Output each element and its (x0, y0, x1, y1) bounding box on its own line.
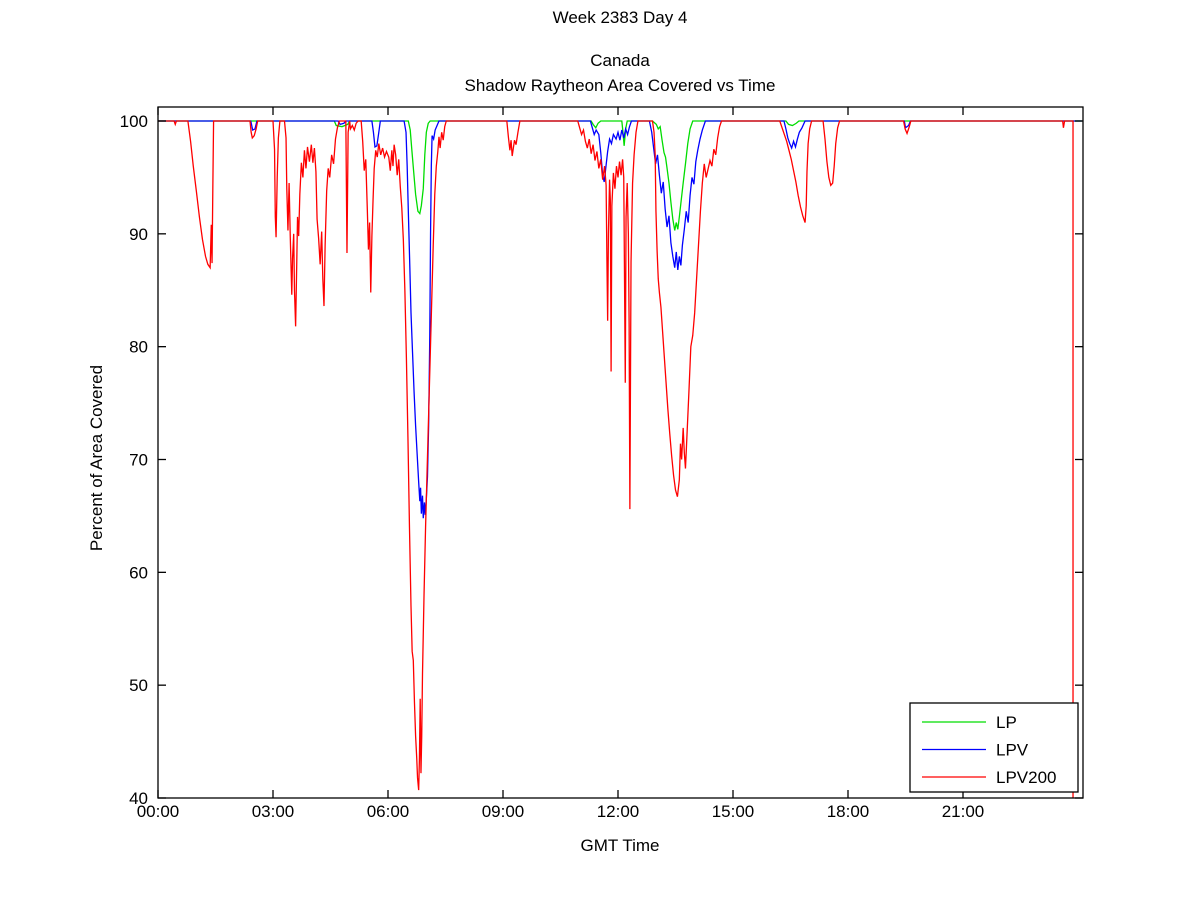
chart-title-line2: Shadow Raytheon Area Covered vs Time (464, 76, 776, 95)
legend-label-lpv200: LPV200 (996, 768, 1057, 787)
y-axis-tick-label: 80 (129, 338, 148, 357)
legend-label-lp: LP (996, 713, 1017, 732)
legend-entry: LPV (922, 740, 1029, 759)
x-axis-tick-label: 06:00 (367, 802, 410, 821)
x-axis-tick-label: 00:00 (137, 802, 180, 821)
series-group (158, 120, 1082, 798)
legend-label-lpv: LPV (996, 740, 1029, 759)
x-axis-tick-label: 15:00 (712, 802, 755, 821)
y-axis-tick-label: 70 (129, 450, 148, 469)
axes-box (157, 106, 1084, 799)
y-axis-tick-label: 100 (120, 112, 148, 131)
x-axis-tick-label: 12:00 (597, 802, 640, 821)
x-axis-tick-label: 21:00 (942, 802, 985, 821)
series-line-lpv200 (158, 120, 1074, 798)
y-axis-tick-label: 90 (129, 225, 148, 244)
series-line-lpv (158, 120, 1082, 519)
y-axis-tick-label: 50 (129, 676, 148, 695)
tick-label-group: 00:00 03:00 06:00 09:00 12:00 15:00 18:00 21:00… (120, 112, 985, 821)
legend: LP LPV LPV200 (909, 702, 1079, 793)
x-axis-tick-label: 03:00 (252, 802, 295, 821)
figure-suptitle: Week 2383 Day 4 (552, 8, 688, 27)
legend-entry: LPV200 (922, 768, 1057, 787)
y-axis-label: Percent of Area Covered (87, 364, 106, 552)
series-line-lp (158, 120, 1082, 231)
x-axis-label: GMT Time (580, 836, 660, 855)
tick-group (157, 107, 1083, 799)
x-axis-tick-label: 09:00 (482, 802, 525, 821)
plot-area-background (158, 107, 1083, 798)
y-axis-tick-label: 40 (129, 789, 148, 808)
y-axis-tick-label: 60 (129, 563, 148, 582)
legend-entry: LP (922, 713, 1017, 732)
x-axis-tick-label: 18:00 (827, 802, 870, 821)
chart-title-line1: Canada (590, 51, 650, 70)
